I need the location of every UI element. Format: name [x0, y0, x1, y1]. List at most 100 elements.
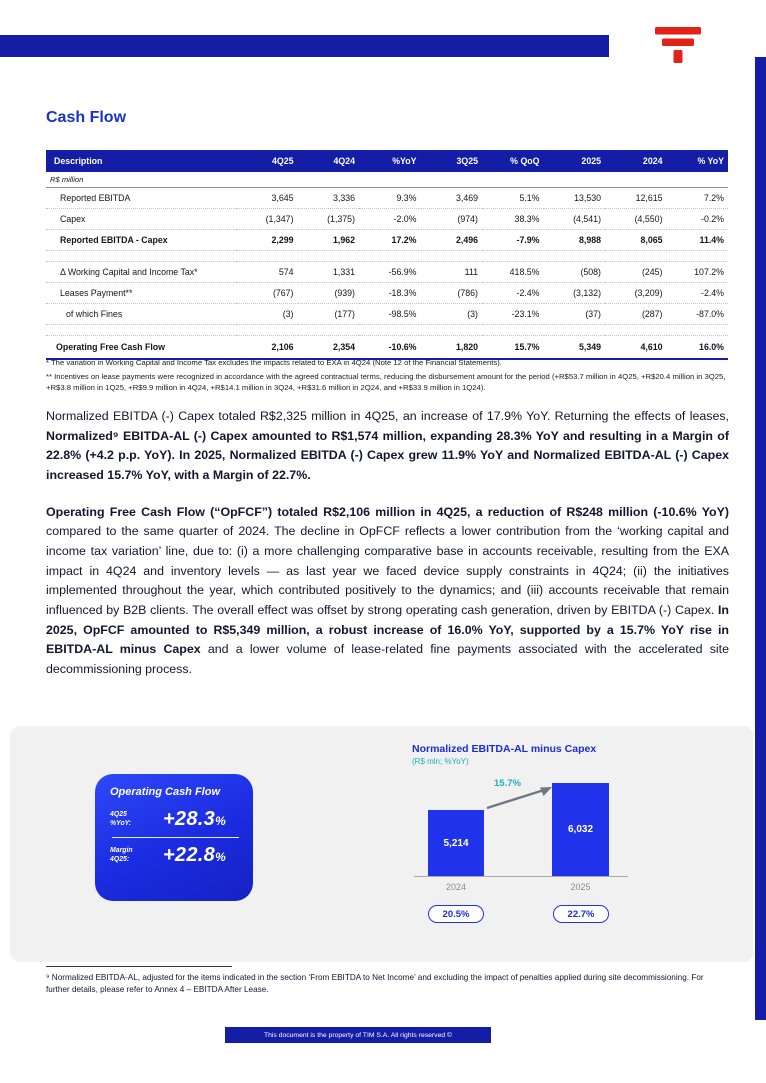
- margin-badge-2025: 22.7%: [553, 905, 609, 923]
- cell: 2,299: [236, 229, 298, 251]
- footnote-divider: [46, 966, 232, 967]
- row-label: Leases Payment**: [46, 282, 236, 304]
- cell: 574: [236, 261, 298, 283]
- header-yoy: %YoY: [359, 150, 421, 172]
- table-row-reported-ebitda: Reported EBITDA 3,645 3,336 9.3% 3,469 5.1% 13…: [46, 187, 728, 209]
- cell: 8,065: [605, 229, 667, 251]
- row-label: Reported EBITDA - Capex: [46, 229, 236, 251]
- paragraph-opfcf: Operating Free Cash Flow (“OpFCF”) total…: [46, 503, 729, 680]
- tim-logo-icon: [655, 27, 701, 63]
- table-header-row: Description 4Q25 4Q24 %YoY 3Q25 % QoQ 20…: [46, 150, 728, 172]
- cell: -7.9%: [482, 229, 544, 251]
- bar-2025: 6,032: [552, 783, 609, 876]
- cell: (245): [605, 261, 667, 283]
- row-label: Capex: [46, 208, 236, 230]
- header-4q25: 4Q25: [236, 150, 298, 172]
- stat-value: +28.3%: [148, 808, 241, 831]
- stat-percent-sign: %: [215, 814, 227, 828]
- stat-label-line2: %YoY:: [110, 819, 132, 827]
- cell: 16.0%: [666, 335, 728, 360]
- cell: 3,336: [297, 187, 359, 209]
- table-row-ebitda-minus-capex: Reported EBITDA - Capex 2,299 1,962 17.2% 2,…: [46, 229, 728, 251]
- right-accent-bar: [755, 57, 766, 1020]
- spacer: [46, 250, 728, 262]
- table-footnote-2: ** Incentives on lease payments were rec…: [46, 371, 726, 393]
- stat-label-line2: 4Q25:: [110, 855, 130, 863]
- cell: -0.2%: [666, 208, 728, 230]
- cell: (177): [297, 303, 359, 325]
- cell: -56.9%: [359, 261, 421, 283]
- footer-bar: This document is the property of TIM S.A…: [225, 1027, 491, 1043]
- row-label: Δ Working Capital and Income Tax*: [46, 261, 236, 283]
- row-label: Operating Free Cash Flow: [46, 335, 236, 360]
- stat-row-yoy: 4Q25 %YoY: +28.3%: [110, 805, 241, 834]
- cell: -2.4%: [482, 282, 544, 304]
- cell: 12,615: [605, 187, 667, 209]
- cell: (287): [605, 303, 667, 325]
- cell: (786): [420, 282, 482, 304]
- cell: 418.5%: [482, 261, 544, 283]
- cell: 3,469: [420, 187, 482, 209]
- axis-label-2025: 2025: [570, 882, 591, 892]
- table-row-working-capital: Δ Working Capital and Income Tax* 574 1,33…: [46, 261, 728, 283]
- header-description: Description: [46, 150, 236, 172]
- table-footnotes: * The variation in Working Capital and I…: [46, 357, 728, 396]
- header-2024: 2024: [605, 150, 667, 172]
- table-row-of-which-fines: of which Fines (3) (177) -98.5% (3) -23.1% (37…: [46, 303, 728, 325]
- cell: 2,354: [297, 335, 359, 360]
- cell: (974): [420, 208, 482, 230]
- growth-arrow-icon: [486, 787, 552, 810]
- text-segment-bold: Normalized⁹ EBITDA-AL (-) Capex amounted…: [46, 428, 729, 482]
- highlights-panel: Operating Cash Flow 4Q25 %YoY: +28.3% Mar…: [10, 726, 753, 962]
- header-4q24: 4Q24: [297, 150, 359, 172]
- stat-label: Margin 4Q25:: [110, 847, 148, 865]
- cell: (3,209): [605, 282, 667, 304]
- axis-label-2024: 2024: [445, 882, 467, 892]
- table-unit-row: R$ million: [46, 172, 728, 188]
- stat-number: +28.3: [162, 808, 216, 830]
- paragraph-normalized-capex: Normalized EBITDA (-) Capex totaled R$2,…: [46, 407, 729, 486]
- header-qoq: % QoQ: [482, 150, 544, 172]
- chart-title: Normalized EBITDA-AL minus Capex: [412, 743, 597, 755]
- cell: (3): [420, 303, 482, 325]
- header-3q25: 3Q25: [420, 150, 482, 172]
- footnote-9: ⁹ Normalized EBITDA-AL, adjusted for the…: [46, 966, 729, 996]
- cash-flow-table-wrap: Description 4Q25 4Q24 %YoY 3Q25 % QoQ 20…: [46, 150, 728, 360]
- header-2025: 2025: [543, 150, 605, 172]
- body-text: Normalized EBITDA (-) Capex totaled R$2,…: [46, 407, 729, 680]
- cell: 8,988: [543, 229, 605, 251]
- cell: -10.6%: [359, 335, 421, 360]
- cell: (767): [236, 282, 298, 304]
- cell: (508): [543, 261, 605, 283]
- table-footnote-1: * The variation in Working Capital and I…: [46, 358, 502, 367]
- cell: -18.3%: [359, 282, 421, 304]
- cell: (939): [297, 282, 359, 304]
- table-row-capex: Capex (1,347) (1,375) -2.0% (974) 38.3% (4,541…: [46, 208, 728, 230]
- chart-baseline: [414, 876, 628, 877]
- cell: -98.5%: [359, 303, 421, 325]
- stat-value: +22.8%: [148, 844, 241, 867]
- cell: 38.3%: [482, 208, 544, 230]
- growth-label: 15.7%: [494, 778, 521, 789]
- cell: -23.1%: [482, 303, 544, 325]
- cell: (37): [543, 303, 605, 325]
- cell: 15.7%: [482, 335, 544, 360]
- stat-row-margin: Margin 4Q25: +22.8%: [110, 841, 241, 870]
- unit-label: R$ million: [46, 172, 728, 188]
- text-segment-bold: In 2025, OpFCF amounted to R$5,349 milli…: [46, 602, 729, 657]
- cell: -2.0%: [359, 208, 421, 230]
- row-label: Reported EBITDA: [46, 187, 236, 209]
- bar-value-label: 5,214: [443, 837, 469, 849]
- operating-cash-flow-card: Operating Cash Flow 4Q25 %YoY: +28.3% Mar…: [95, 774, 253, 901]
- card-title: Operating Cash Flow: [110, 786, 221, 798]
- stat-label: 4Q25 %YoY:: [110, 811, 148, 829]
- bar-value-label: 6,032: [567, 824, 594, 835]
- stat-percent-sign: %: [215, 850, 227, 864]
- cell: (4,550): [605, 208, 667, 230]
- card-divider: [112, 837, 239, 838]
- cell: 9.3%: [359, 187, 421, 209]
- stat-number: +22.8: [162, 844, 216, 866]
- cell: 1,820: [420, 335, 482, 360]
- margin-badge-2024: 20.5%: [428, 905, 484, 923]
